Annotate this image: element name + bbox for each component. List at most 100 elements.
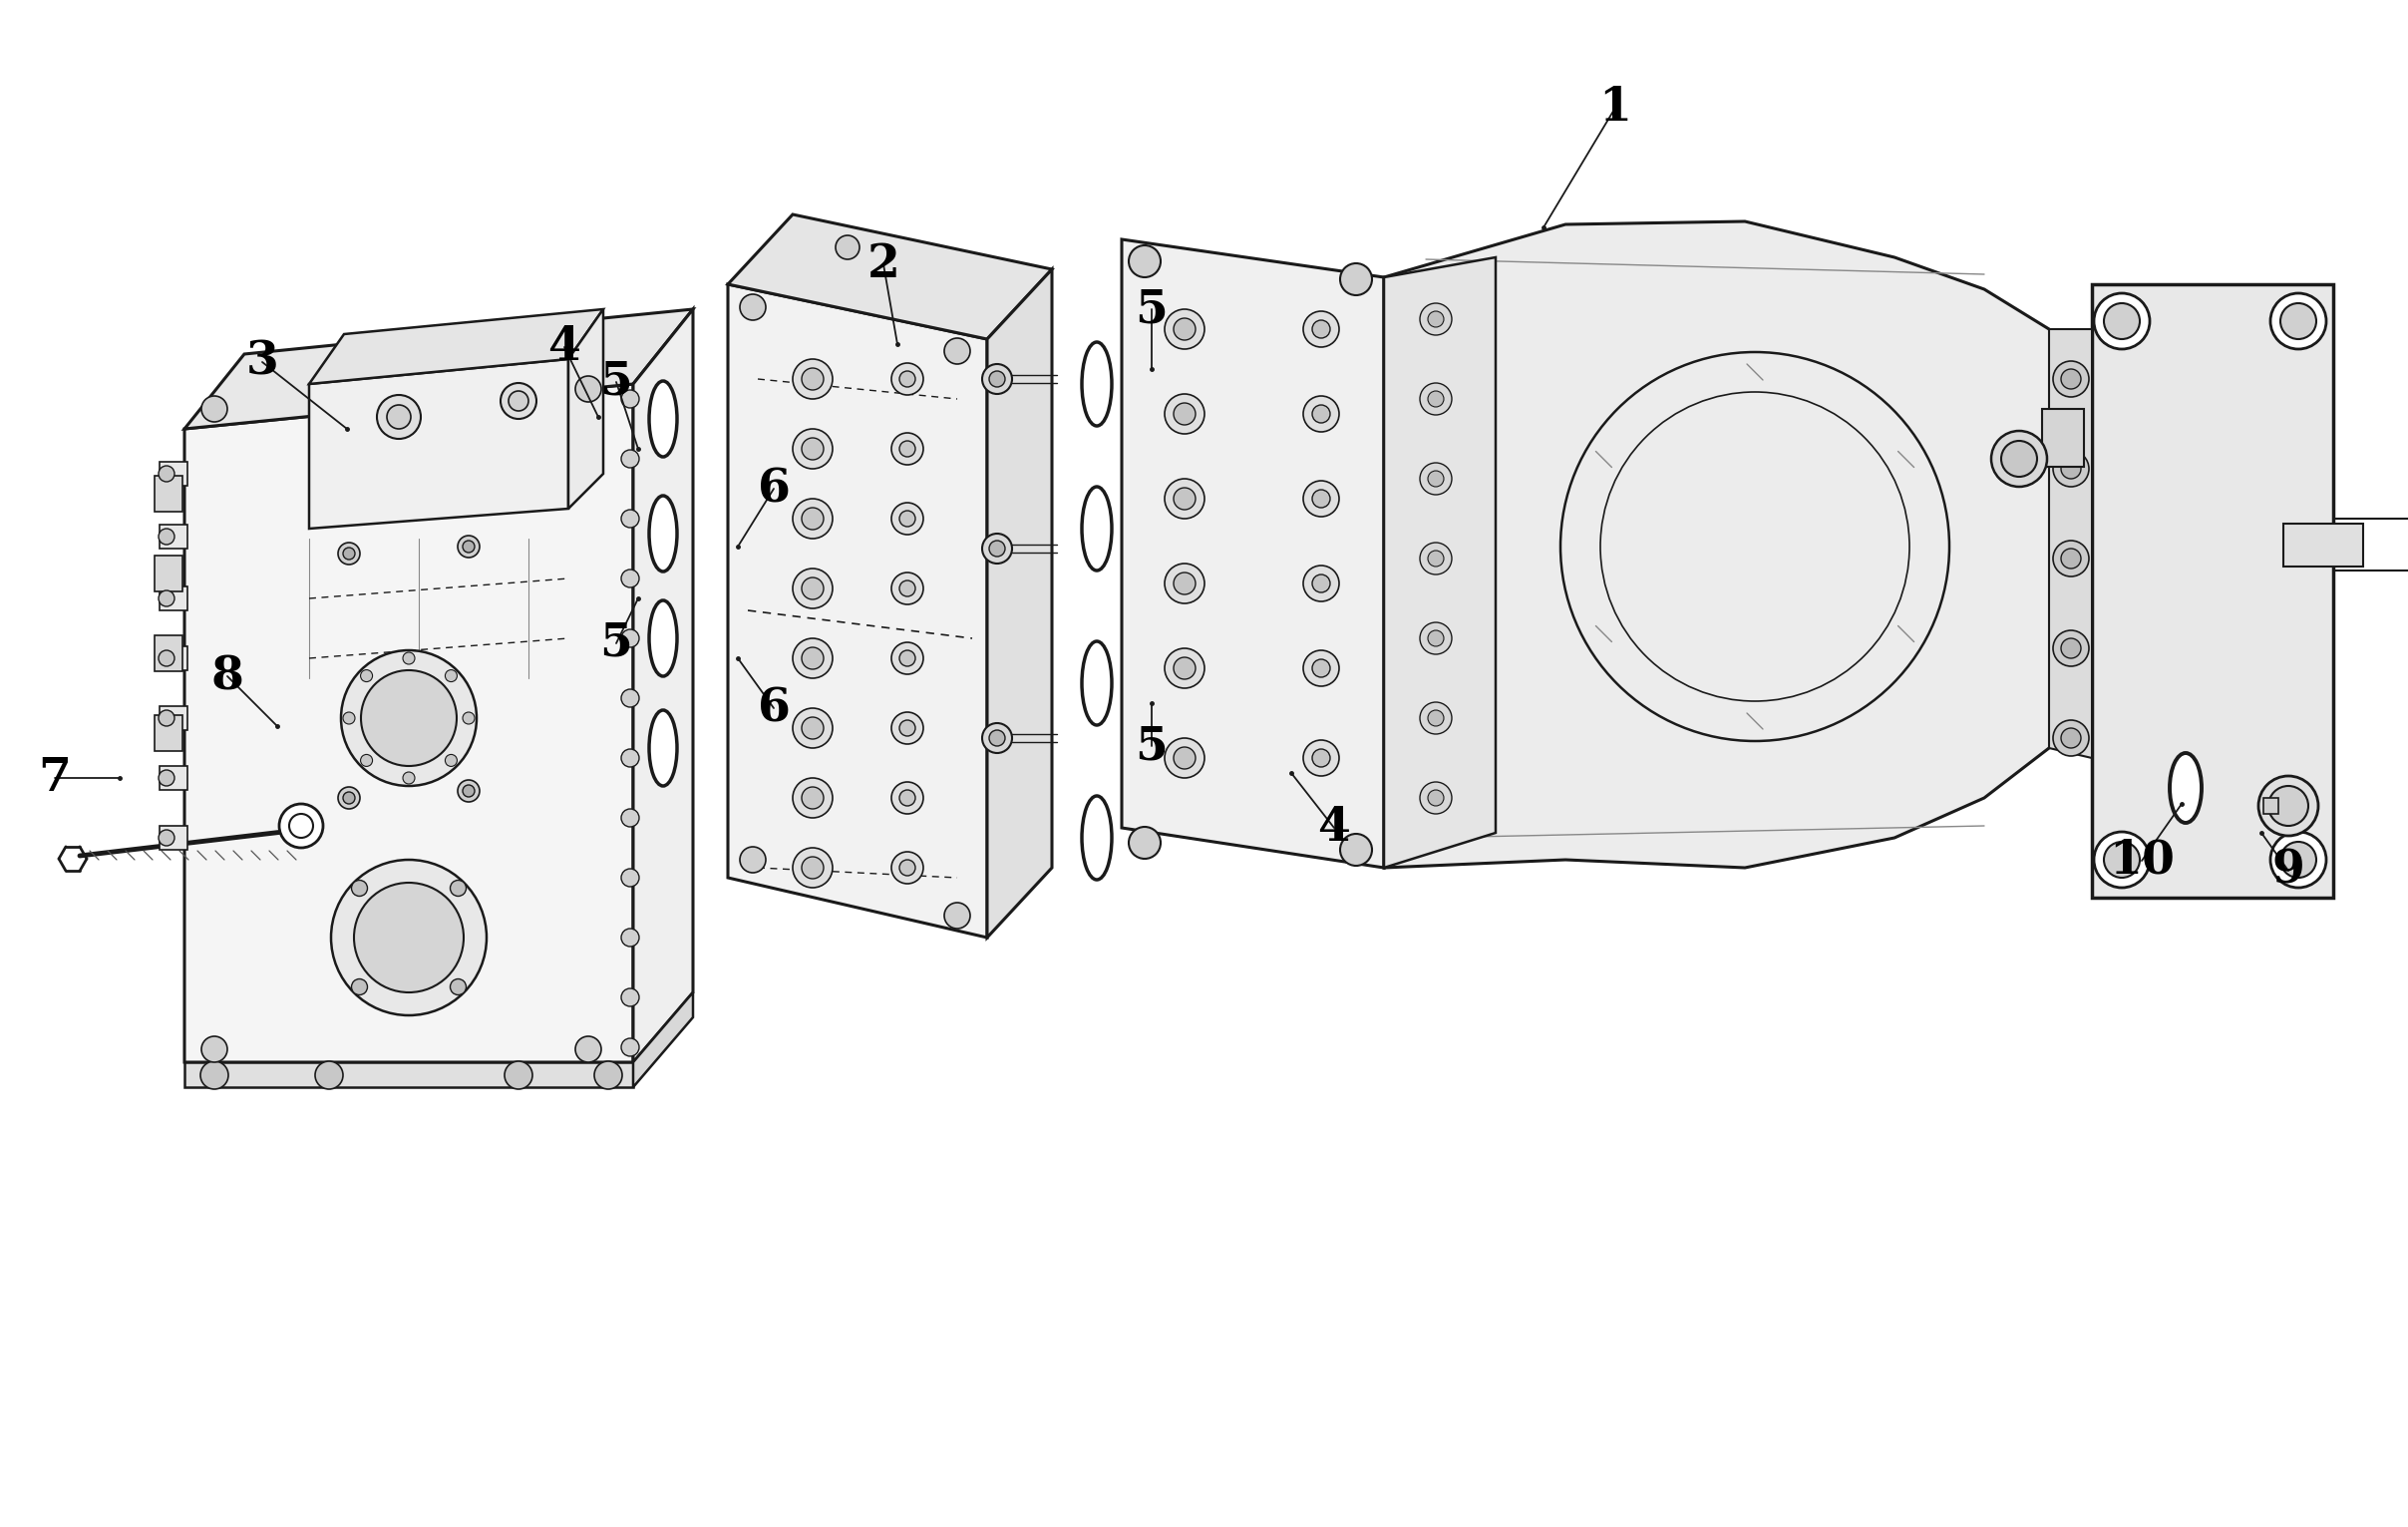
Circle shape [621, 689, 638, 707]
Circle shape [1173, 747, 1194, 770]
Circle shape [792, 359, 833, 399]
Circle shape [337, 542, 359, 565]
Bar [159, 767, 188, 789]
Circle shape [990, 541, 1004, 556]
Circle shape [1421, 383, 1452, 415]
Circle shape [891, 712, 922, 744]
Circle shape [1173, 573, 1194, 594]
Circle shape [990, 730, 1004, 747]
Circle shape [891, 502, 922, 534]
Circle shape [2054, 721, 2088, 756]
Circle shape [361, 670, 458, 767]
Circle shape [354, 883, 465, 993]
Text: 7: 7 [39, 754, 72, 800]
Circle shape [508, 391, 527, 411]
Circle shape [898, 371, 915, 386]
Polygon shape [1122, 240, 1385, 867]
Circle shape [2105, 841, 2141, 878]
Circle shape [1428, 789, 1445, 806]
Circle shape [898, 860, 915, 875]
Polygon shape [154, 476, 183, 512]
Polygon shape [308, 359, 568, 528]
Circle shape [802, 577, 824, 600]
Circle shape [352, 979, 368, 996]
Circle shape [159, 466, 173, 481]
Circle shape [621, 750, 638, 767]
Circle shape [621, 629, 638, 647]
Circle shape [802, 857, 824, 878]
Circle shape [506, 1061, 532, 1089]
Ellipse shape [650, 382, 677, 457]
Circle shape [1341, 834, 1373, 866]
Polygon shape [185, 308, 694, 429]
Circle shape [802, 507, 824, 530]
Circle shape [802, 438, 824, 460]
Circle shape [1421, 702, 1452, 734]
Text: 4: 4 [1317, 805, 1351, 851]
Circle shape [501, 383, 537, 418]
Circle shape [361, 754, 373, 767]
Circle shape [576, 1037, 602, 1063]
Circle shape [202, 395, 226, 421]
Circle shape [1428, 391, 1445, 406]
Circle shape [1165, 649, 1204, 689]
Circle shape [1303, 395, 1339, 432]
Circle shape [445, 754, 458, 767]
Circle shape [1303, 651, 1339, 686]
Circle shape [1428, 710, 1445, 727]
Bar [159, 461, 188, 486]
Polygon shape [2093, 284, 2333, 898]
Ellipse shape [650, 600, 677, 676]
Circle shape [2054, 631, 2088, 666]
Circle shape [982, 724, 1011, 753]
Circle shape [1421, 542, 1452, 574]
Circle shape [2061, 548, 2081, 568]
Circle shape [1303, 741, 1339, 776]
Circle shape [898, 441, 915, 457]
Polygon shape [727, 214, 1052, 339]
Circle shape [898, 510, 915, 527]
Circle shape [802, 368, 824, 389]
Polygon shape [987, 269, 1052, 938]
Circle shape [982, 363, 1011, 394]
Text: 3: 3 [246, 339, 279, 385]
Circle shape [200, 1061, 229, 1089]
Circle shape [1303, 481, 1339, 516]
Circle shape [621, 988, 638, 1006]
Polygon shape [727, 284, 987, 938]
Polygon shape [568, 308, 604, 508]
Text: 5: 5 [600, 620, 633, 666]
Circle shape [342, 548, 354, 559]
Bar [159, 705, 188, 730]
Circle shape [450, 880, 467, 896]
Circle shape [445, 670, 458, 681]
Text: 5: 5 [1134, 286, 1168, 333]
Circle shape [289, 814, 313, 838]
Circle shape [792, 429, 833, 469]
Text: 1: 1 [1599, 86, 1633, 131]
Circle shape [802, 647, 824, 669]
Circle shape [342, 712, 354, 724]
Circle shape [944, 337, 970, 363]
Polygon shape [633, 308, 694, 1063]
Circle shape [159, 829, 173, 846]
Circle shape [1173, 318, 1194, 341]
Circle shape [337, 786, 359, 809]
Polygon shape [154, 556, 183, 591]
Circle shape [1129, 246, 1161, 278]
Circle shape [2105, 304, 2141, 339]
Circle shape [1165, 738, 1204, 777]
Circle shape [982, 533, 1011, 563]
Circle shape [2271, 832, 2326, 887]
Circle shape [990, 371, 1004, 386]
Polygon shape [633, 993, 694, 1087]
Circle shape [159, 770, 173, 786]
Polygon shape [185, 383, 633, 1063]
Circle shape [792, 638, 833, 678]
Circle shape [159, 651, 173, 666]
Text: 4: 4 [549, 324, 580, 370]
Circle shape [378, 395, 421, 438]
Circle shape [898, 651, 915, 666]
Circle shape [576, 376, 602, 402]
Circle shape [1312, 405, 1329, 423]
